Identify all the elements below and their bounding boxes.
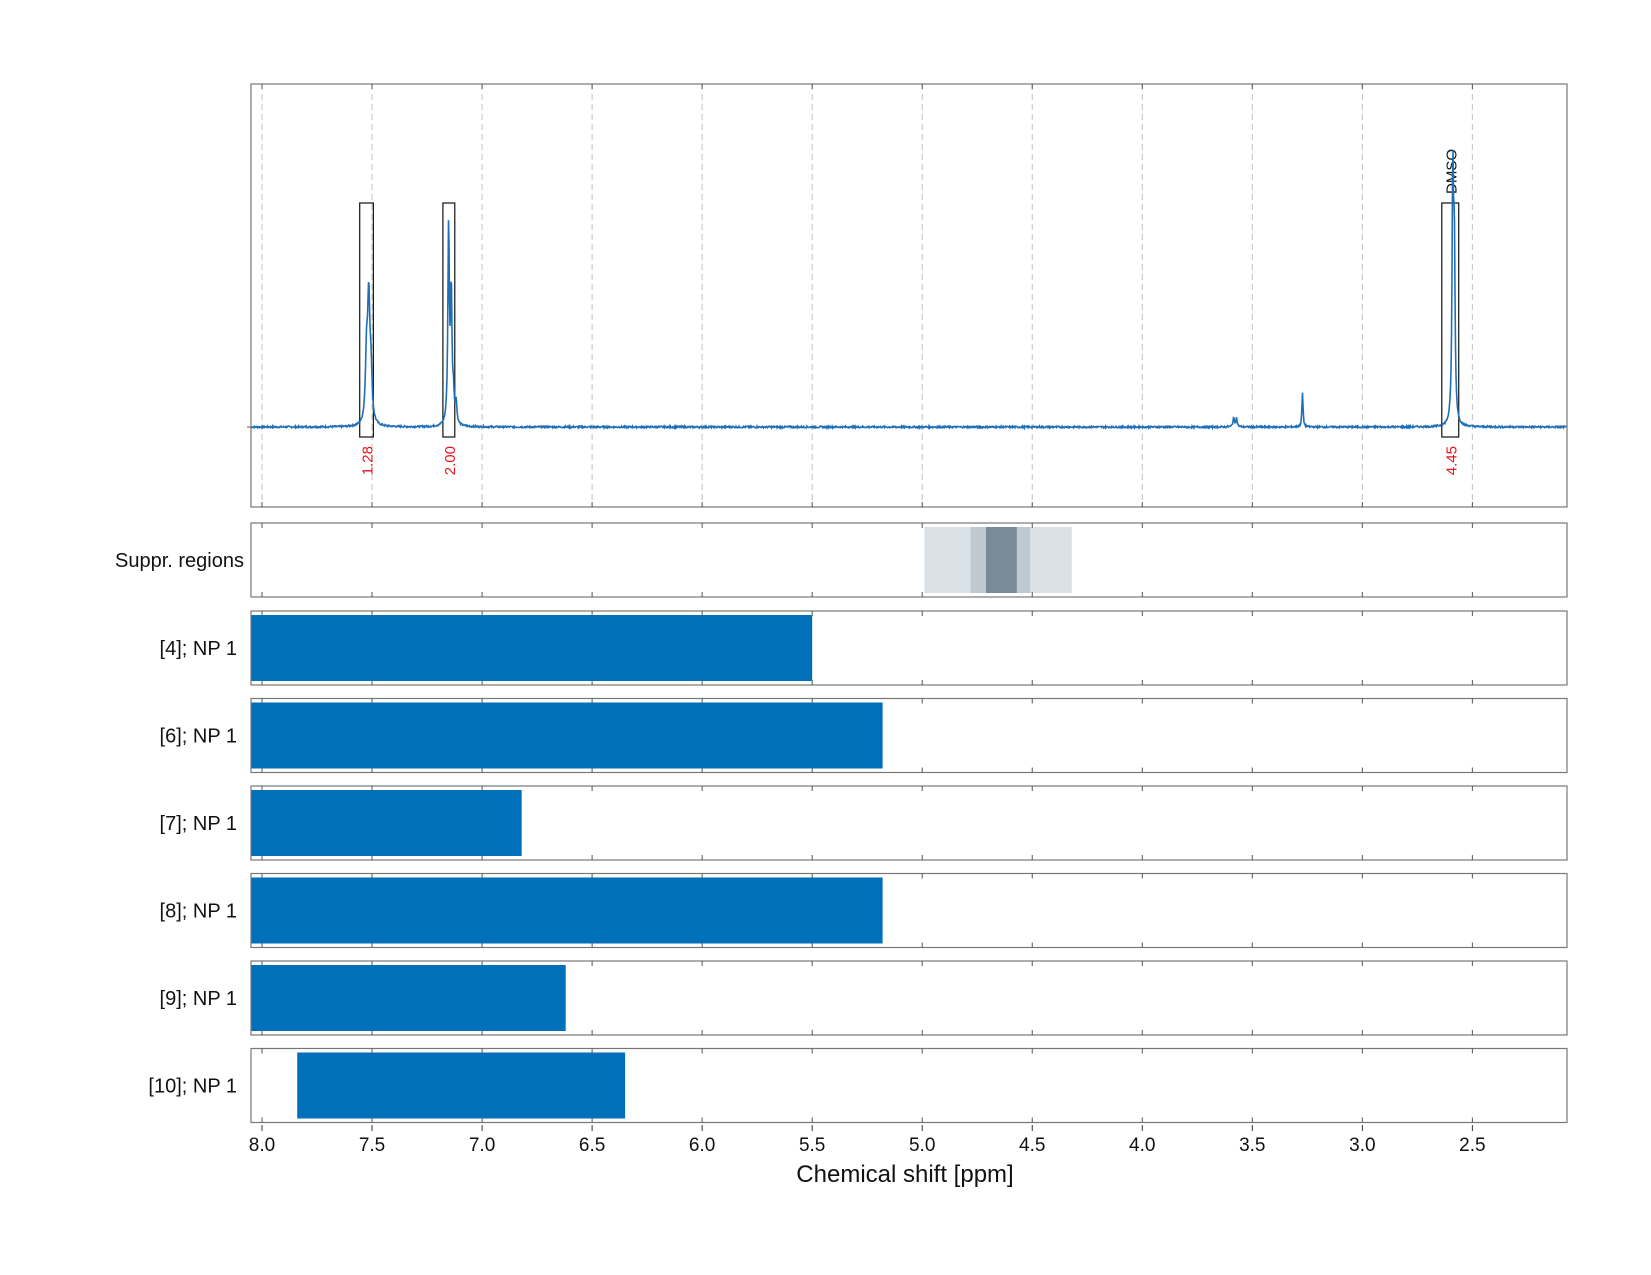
track-label: [4]; NP 1 [160, 638, 237, 660]
track-row: [7]; NP 1 [160, 785, 1568, 861]
suppression-label: Suppr. regions [115, 550, 244, 572]
track-frame [250, 610, 1568, 686]
spectrum-line [250, 149, 1568, 431]
track-frame [250, 785, 1568, 861]
integral-box [442, 202, 456, 438]
suppression-frame [250, 522, 1568, 598]
track-bar [251, 877, 883, 944]
integral-box [1441, 202, 1460, 438]
track-label: [6]; NP 1 [160, 726, 237, 748]
track-frame [250, 872, 1568, 949]
x-tick-label: 5.5 [799, 1135, 825, 1156]
suppression-band [986, 527, 1017, 593]
track-frame [250, 960, 1568, 1036]
spectrum-panel: 1.28 2.00 4.45 DMSO [247, 83, 1568, 508]
track-bar [251, 702, 883, 769]
x-axis-label: Chemical shift [ppm] [796, 1161, 1013, 1188]
x-tick-label: 3.0 [1349, 1135, 1375, 1156]
x-axis: 8.0 7.5 7.0 6.5 6.0 5.5 5.0 4.5 4.0 3.5 3.0 2.5 [249, 1125, 1486, 1156]
x-tick-label: 6.0 [689, 1135, 715, 1156]
track-frame [250, 1047, 1568, 1124]
x-tick-label: 2.5 [1459, 1135, 1485, 1156]
track-bar [251, 615, 813, 681]
track-row: [8]; NP 1 [160, 872, 1568, 949]
integral-label: 2.00 [442, 446, 459, 475]
track-row: [4]; NP 1 [160, 610, 1568, 686]
track-bar [251, 965, 566, 1031]
integral-box [359, 202, 374, 438]
track-bar [251, 790, 522, 856]
integral-annotation: DMSO [1443, 149, 1460, 194]
x-tick-label: 6.5 [579, 1135, 605, 1156]
spectrum-frame [250, 83, 1568, 508]
x-tick-label: 7.5 [359, 1135, 385, 1156]
x-tick-label: 4.0 [1129, 1135, 1155, 1156]
track-label: [8]; NP 1 [160, 901, 237, 923]
track-label: [9]; NP 1 [160, 988, 237, 1010]
track-label: [10]; NP 1 [148, 1076, 237, 1098]
x-tick-label: 7.0 [469, 1135, 495, 1156]
track-row: [9]; NP 1 [160, 960, 1568, 1036]
x-tick-label: 5.0 [909, 1135, 935, 1156]
track-row: [6]; NP 1 [160, 697, 1568, 774]
track-row: [10]; NP 1 [148, 1047, 1568, 1124]
x-tick-label: 8.0 [249, 1135, 275, 1156]
suppression-panel: Suppr. regions [115, 522, 1568, 598]
integral-label: 1.28 [360, 446, 377, 475]
x-tick-label: 3.5 [1239, 1135, 1265, 1156]
track-bar [297, 1052, 626, 1119]
x-tick-label: 4.5 [1019, 1135, 1045, 1156]
track-frame [250, 697, 1568, 774]
tracks-panel: [4]; NP 1 [6]; NP 1 [7]; NP 1 [8]; NP 1 [9];… [148, 610, 1568, 1124]
integral-label: 4.45 [1443, 446, 1460, 475]
track-label: [7]; NP 1 [160, 813, 237, 835]
